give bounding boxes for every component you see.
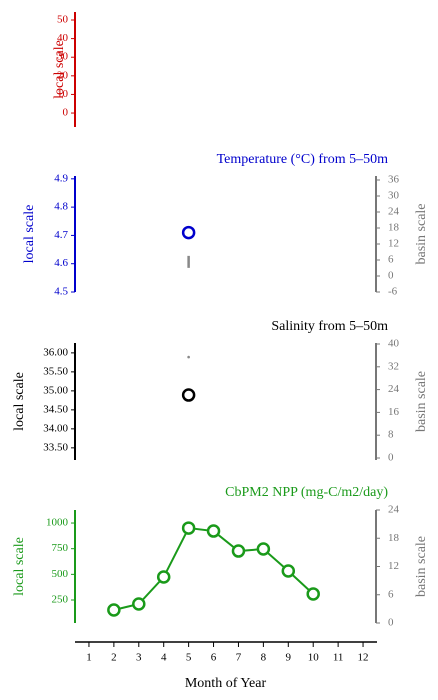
point	[107, 603, 121, 617]
y-tick-label: 4.9	[54, 172, 68, 184]
y2-tick-label: 12	[388, 238, 399, 250]
y-tick-label: 4.5	[54, 286, 68, 298]
y-axis-label: local scale	[12, 372, 27, 431]
y-tick-label: 4.8	[54, 201, 68, 213]
x-axis-label: Month of Year	[185, 676, 267, 691]
panel-title: CbPM2 NPP (mg-C/m2/day)	[225, 485, 388, 500]
y2-tick-label: 18	[388, 222, 400, 234]
x-tick-label: 12	[358, 652, 369, 664]
point	[231, 544, 246, 558]
y2-axis-label: basin scale	[414, 371, 429, 432]
y-tick-label: 33.50	[43, 441, 68, 453]
panel-title: Temperature (°C) from 5–50m	[217, 152, 389, 167]
point	[206, 524, 221, 538]
y2-tick-label: 24	[388, 504, 400, 516]
y2-tick-label: 18	[388, 532, 400, 544]
x-tick-label: 11	[333, 652, 344, 664]
point	[306, 587, 320, 601]
y-tick-label: 10	[57, 88, 69, 100]
y-tick-label: 34.00	[43, 422, 68, 434]
point	[281, 564, 296, 578]
x-tick-label: 4	[161, 652, 167, 664]
y-tick-label: 750	[52, 542, 69, 554]
y-tick-label: 50	[57, 14, 69, 26]
y-tick-label: 40	[57, 32, 69, 44]
y-tick-label: 250	[52, 594, 69, 606]
panel-title: Salinity from 5–50m	[271, 319, 388, 334]
y-tick-label: 4.7	[54, 229, 68, 241]
x-tick-label: 7	[236, 652, 242, 664]
y2-tick-label: 6	[388, 254, 394, 266]
y2-tick-label: 16	[388, 406, 400, 418]
x-tick-label: 2	[111, 652, 117, 664]
x-tick-label: 6	[211, 652, 217, 664]
y-tick-label: 30	[57, 51, 69, 63]
x-tick-label: 1	[86, 652, 92, 664]
y-tick-label: 500	[52, 568, 69, 580]
y2-axis-label: basin scale	[414, 203, 429, 264]
point	[181, 225, 196, 240]
y2-tick-label: 40	[388, 338, 400, 350]
y2-axis-label: basin scale	[414, 536, 429, 597]
point	[256, 542, 271, 556]
y2-tick-label: 0	[388, 270, 394, 282]
y2-tick-label: 6	[388, 588, 394, 600]
point	[156, 570, 171, 584]
y-tick-label: 35.50	[43, 365, 68, 377]
y-axis-label: local scale	[22, 205, 37, 264]
x-tick-label: 8	[261, 652, 267, 664]
y-axis-label: local scale	[52, 40, 67, 99]
y2-tick-label: 0	[388, 617, 394, 629]
x-tick-label: 5	[186, 652, 192, 664]
y-tick-label: 35.00	[43, 384, 68, 396]
y-tick-label: 1000	[46, 517, 69, 529]
y-tick-label: 0	[63, 107, 69, 119]
x-tick-label: 9	[286, 652, 292, 664]
point	[132, 597, 146, 611]
point	[181, 521, 196, 535]
y-tick-label: 4.6	[54, 257, 68, 269]
x-tick-label: 10	[308, 652, 320, 664]
x-tick-label: 3	[136, 652, 142, 664]
y2-tick-label: 12	[388, 560, 399, 572]
y-axis-label: local scale	[12, 537, 27, 596]
point	[181, 388, 196, 402]
y2-tick-label: 30	[388, 190, 400, 202]
y2-tick-label: 36	[388, 174, 400, 186]
y2-tick-label: 32	[388, 360, 399, 372]
y2-tick-label: 24	[388, 206, 400, 218]
y2-tick-label: -6	[388, 286, 398, 298]
y-tick-label: 36.00	[43, 346, 68, 358]
y2-tick-label: 24	[388, 383, 400, 395]
basin-mark	[187, 355, 190, 359]
y2-tick-label: 8	[388, 429, 394, 441]
y-tick-label: 34.50	[43, 403, 68, 415]
y2-tick-label: 0	[388, 452, 394, 464]
y-tick-label: 20	[57, 69, 69, 81]
